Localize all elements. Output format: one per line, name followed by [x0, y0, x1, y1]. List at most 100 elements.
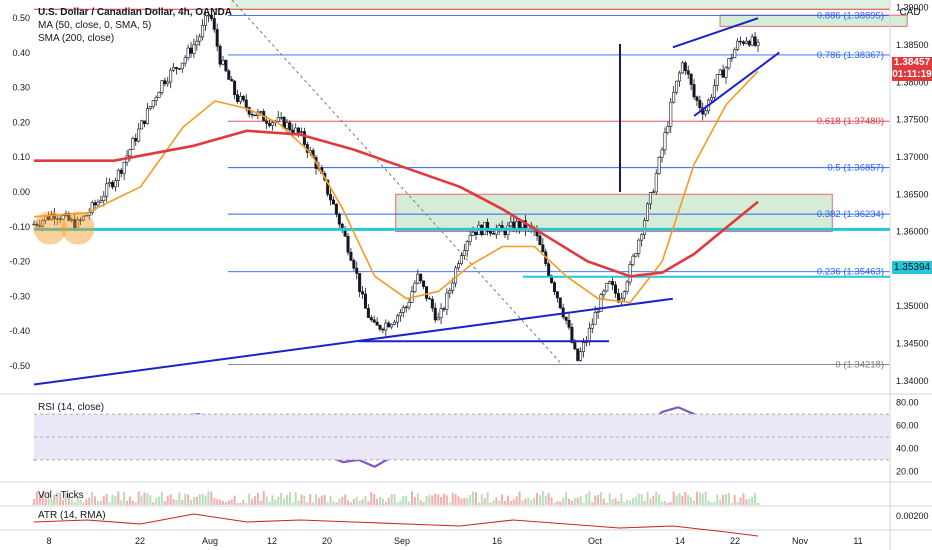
- ma50-legend[interactable]: MA (50, close, 0, SMA, 5): [38, 20, 152, 31]
- volume-bar: [512, 499, 515, 505]
- percent-tick-label: -0.20: [9, 257, 30, 267]
- volume-bar: [402, 496, 405, 505]
- candle-body: [582, 342, 586, 352]
- volume-bar: [163, 501, 166, 505]
- candle-body: [372, 319, 376, 323]
- volume-bar: [733, 494, 736, 505]
- volume-bar: [300, 494, 303, 505]
- volume-bar: [64, 492, 67, 505]
- candle-body: [643, 219, 647, 235]
- time-tick-label: Sep: [394, 536, 410, 546]
- candle-body: [331, 199, 335, 205]
- volume-bar: [588, 491, 591, 505]
- volume-bar: [70, 499, 73, 505]
- volume-bar: [216, 499, 219, 505]
- volume-bar: [50, 498, 53, 505]
- candle-body: [148, 106, 152, 109]
- volume-bar: [204, 495, 207, 505]
- volume-bar: [192, 497, 195, 505]
- volume-bar: [565, 492, 568, 505]
- candle-body: [294, 127, 298, 134]
- candle-body: [369, 317, 373, 321]
- volume-bar: [663, 500, 666, 505]
- candle-body: [134, 138, 138, 142]
- time-tick-label: 11: [853, 536, 862, 546]
- sma200-legend[interactable]: SMA (200, close): [38, 33, 115, 44]
- volume-bar: [44, 498, 47, 505]
- candle-body: [611, 281, 615, 286]
- candle-body: [265, 120, 269, 124]
- volume-bar: [454, 493, 457, 505]
- percent-tick-label: 0.20: [12, 117, 30, 127]
- rsi-label[interactable]: RSI (14, close): [38, 402, 105, 413]
- volume-bar: [472, 491, 475, 505]
- percent-tick-label: 0.00: [12, 187, 30, 197]
- candle-body: [238, 95, 242, 102]
- candle-body: [209, 14, 213, 19]
- volume-bar: [73, 501, 76, 505]
- candle-body: [648, 192, 652, 205]
- volume-bar: [96, 500, 99, 505]
- volume-bar: [751, 496, 754, 505]
- upper-resistance-zone: [230, 0, 890, 10]
- candle-body: [233, 80, 237, 95]
- currency-label[interactable]: CAD: [899, 6, 921, 18]
- candle-body: [486, 222, 490, 232]
- volume-bar: [649, 498, 652, 505]
- volume-bar: [576, 497, 579, 505]
- price-tick-label: 1.36500: [896, 189, 929, 199]
- candle-body: [727, 58, 731, 69]
- rsi-tick-label: 20.00: [896, 466, 919, 476]
- fib-level-label: 0.786 (1.38367): [817, 50, 884, 61]
- volume-bar: [710, 502, 713, 505]
- candle-body: [61, 215, 65, 220]
- candle-body: [457, 263, 461, 269]
- candle-body: [326, 179, 330, 195]
- volume-bar: [736, 502, 739, 505]
- volume-bar: [105, 493, 108, 505]
- candle-body: [395, 315, 399, 323]
- volume-bar: [221, 500, 224, 505]
- volume-bar: [757, 502, 759, 505]
- volume-bar: [669, 501, 672, 505]
- volume-bar: [442, 493, 445, 505]
- volume-bar: [489, 502, 492, 505]
- candle-body: [427, 298, 431, 300]
- volume-bar: [56, 492, 59, 505]
- candle-body: [270, 122, 274, 126]
- volume-bar: [268, 501, 271, 505]
- candle-body: [576, 348, 580, 361]
- volume-bar: [544, 495, 547, 505]
- volume-bar: [713, 501, 716, 505]
- candle-body: [555, 291, 559, 299]
- volume-bar: [469, 494, 472, 505]
- volume-bar: [608, 493, 611, 505]
- candle-body: [518, 221, 522, 228]
- level-price-tag: 1.35394: [892, 261, 932, 274]
- candle-body: [113, 180, 117, 188]
- candle-body: [683, 62, 687, 71]
- candle-body: [547, 263, 551, 276]
- volume-bar: [239, 502, 242, 505]
- candle-body: [552, 282, 556, 293]
- volume-bar: [143, 492, 146, 505]
- candle-body: [375, 321, 379, 326]
- volume-bar: [178, 492, 181, 505]
- volume-bar: [47, 491, 50, 505]
- volume-bar: [748, 498, 751, 505]
- volume-bar: [259, 500, 262, 505]
- candle-body: [686, 70, 690, 75]
- candle-body: [704, 110, 708, 115]
- volume-bar: [285, 495, 288, 505]
- candle-body: [747, 40, 751, 46]
- volume-bar: [230, 499, 233, 505]
- volume-bar: [332, 501, 335, 505]
- volume-bar: [152, 502, 155, 505]
- candle-body: [96, 201, 100, 206]
- volume-bar: [233, 495, 236, 505]
- volume-bar: [169, 494, 172, 505]
- volume-label[interactable]: Vol · Ticks: [38, 490, 84, 501]
- atr-label[interactable]: ATR (14, RMA): [38, 510, 106, 521]
- candle-body: [471, 231, 475, 236]
